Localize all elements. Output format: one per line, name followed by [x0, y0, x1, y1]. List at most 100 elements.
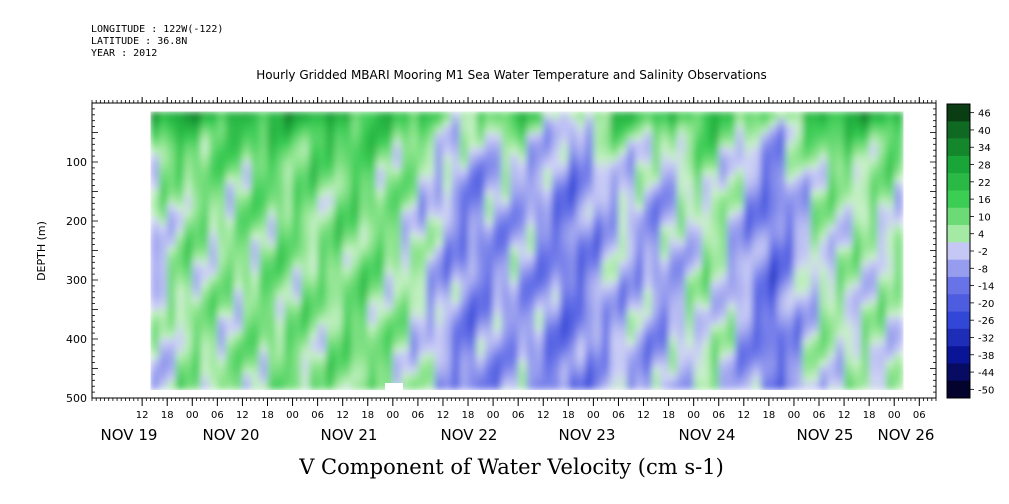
velocity-cell — [651, 154, 661, 163]
velocity-cell — [217, 196, 227, 205]
velocity-cell — [200, 126, 210, 134]
velocity-cell — [802, 387, 812, 390]
velocity-cell — [844, 161, 854, 170]
velocity-cell — [727, 288, 737, 297]
velocity-cell — [342, 175, 352, 184]
velocity-cell — [409, 380, 419, 389]
velocity-cell — [760, 387, 770, 390]
velocity-cell — [685, 303, 695, 311]
velocity-cell — [618, 175, 628, 184]
velocity-cell — [317, 359, 327, 368]
velocity-cell — [192, 324, 202, 332]
velocity-cell — [451, 118, 461, 127]
velocity-cell — [167, 161, 177, 170]
velocity-cell — [234, 210, 244, 219]
velocity-cell — [568, 260, 578, 269]
colorbar-swatch — [947, 346, 970, 364]
velocity-cell — [785, 203, 795, 212]
velocity-cell — [727, 359, 737, 368]
velocity-cell — [576, 118, 586, 127]
velocity-cell — [585, 366, 594, 375]
velocity-cell — [835, 324, 845, 332]
velocity-cell — [376, 225, 386, 233]
velocity-cell — [827, 133, 837, 141]
velocity-cell — [593, 175, 603, 184]
velocity-cell — [242, 331, 252, 340]
velocity-cell — [568, 295, 578, 304]
velocity-cell — [417, 303, 427, 311]
velocity-cell — [167, 133, 177, 141]
velocity-cell — [551, 246, 561, 255]
velocity-cell — [702, 196, 711, 205]
velocity-cell — [384, 267, 394, 276]
velocity-cell — [468, 218, 477, 226]
velocity-cell — [710, 175, 720, 184]
velocity-cell — [334, 303, 344, 311]
velocity-cell — [543, 147, 553, 155]
velocity-cell — [317, 218, 327, 226]
velocity-cell — [183, 225, 193, 233]
colorbar-swatch — [947, 155, 970, 174]
velocity-cell — [192, 331, 202, 340]
velocity-cell — [877, 232, 887, 240]
velocity-cell — [501, 246, 511, 255]
velocity-cell — [559, 161, 569, 170]
velocity-cell — [768, 118, 778, 127]
velocity-cell — [693, 168, 703, 177]
velocity-cell — [401, 317, 411, 325]
velocity-cell — [593, 253, 603, 262]
velocity-cell — [259, 140, 269, 148]
velocity-cell — [200, 324, 210, 332]
velocity-cell — [392, 352, 402, 361]
velocity-cell — [267, 281, 277, 290]
colorbar-swatch — [947, 294, 970, 312]
velocity-cell — [810, 387, 820, 390]
velocity-cell — [877, 154, 887, 163]
velocity-cell — [334, 239, 344, 247]
velocity-cell — [192, 203, 202, 212]
velocity-cell — [810, 366, 820, 375]
velocity-cell — [267, 196, 277, 205]
velocity-cell — [493, 140, 503, 148]
velocity-cell — [819, 196, 828, 205]
velocity-cell — [660, 196, 670, 205]
velocity-cell — [526, 225, 536, 233]
velocity-cell — [468, 175, 477, 184]
velocity-cell — [668, 310, 678, 318]
velocity-cell — [869, 126, 879, 134]
velocity-cell — [250, 225, 260, 233]
velocity-cell — [710, 260, 720, 269]
velocity-cell — [367, 274, 377, 283]
velocity-cell — [384, 345, 394, 354]
velocity-cell — [860, 175, 870, 184]
velocity-cell — [300, 373, 310, 382]
velocity-cell — [459, 331, 469, 340]
velocity-cell — [292, 324, 302, 332]
velocity-cell — [509, 232, 519, 240]
velocity-cell — [183, 324, 193, 332]
velocity-cell — [668, 288, 678, 297]
velocity-cell — [768, 175, 778, 184]
velocity-cell — [743, 352, 753, 361]
velocity-cell — [493, 210, 503, 219]
velocity-cell — [217, 232, 227, 240]
velocity-cell — [593, 281, 603, 290]
velocity-cell — [200, 175, 210, 184]
velocity-cell — [192, 317, 202, 325]
velocity-cell — [317, 175, 327, 184]
velocity-cell — [208, 203, 218, 212]
velocity-cell — [200, 331, 210, 340]
velocity-cell — [785, 267, 795, 276]
velocity-cell — [250, 232, 260, 240]
velocity-cell — [309, 154, 319, 163]
velocity-cell — [743, 111, 753, 120]
velocity-cell — [810, 239, 820, 247]
velocity-cell — [601, 260, 611, 269]
velocity-cell — [852, 295, 862, 304]
velocity-cell — [192, 274, 202, 283]
velocity-cell — [802, 310, 812, 318]
velocity-cell — [635, 310, 645, 318]
velocity-cell — [802, 324, 812, 332]
velocity-cell — [643, 225, 653, 233]
velocity-cell — [501, 161, 511, 170]
